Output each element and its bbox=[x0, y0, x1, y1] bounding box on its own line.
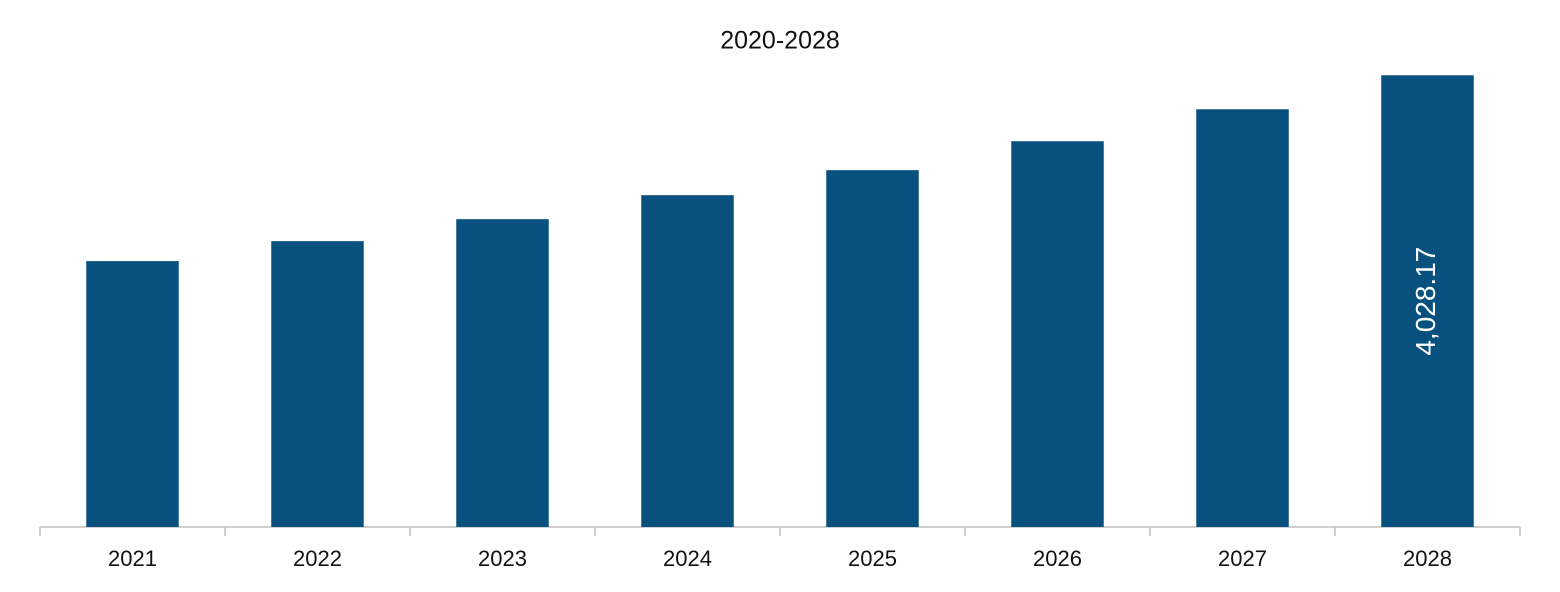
x-tick-label: 2028 bbox=[1403, 546, 1452, 571]
bar bbox=[1196, 109, 1289, 528]
bar bbox=[86, 261, 179, 527]
bar bbox=[271, 241, 364, 527]
x-tick-label: 2024 bbox=[663, 546, 712, 571]
bar bbox=[641, 195, 734, 527]
x-tick-label: 2026 bbox=[1033, 546, 1082, 571]
bar bbox=[1011, 141, 1104, 527]
x-tick-label: 2025 bbox=[848, 546, 897, 571]
bar bbox=[456, 219, 549, 528]
bar bbox=[1381, 75, 1474, 528]
x-tick-label: 2021 bbox=[108, 546, 157, 571]
x-tick-label: 2022 bbox=[293, 546, 342, 571]
x-tick-label: 2027 bbox=[1218, 546, 1267, 571]
bar bbox=[826, 170, 919, 527]
x-tick-label: 2023 bbox=[478, 546, 527, 571]
chart-title: 2020-2028 bbox=[720, 27, 840, 55]
data-label: 4,028.17 bbox=[1410, 247, 1441, 356]
